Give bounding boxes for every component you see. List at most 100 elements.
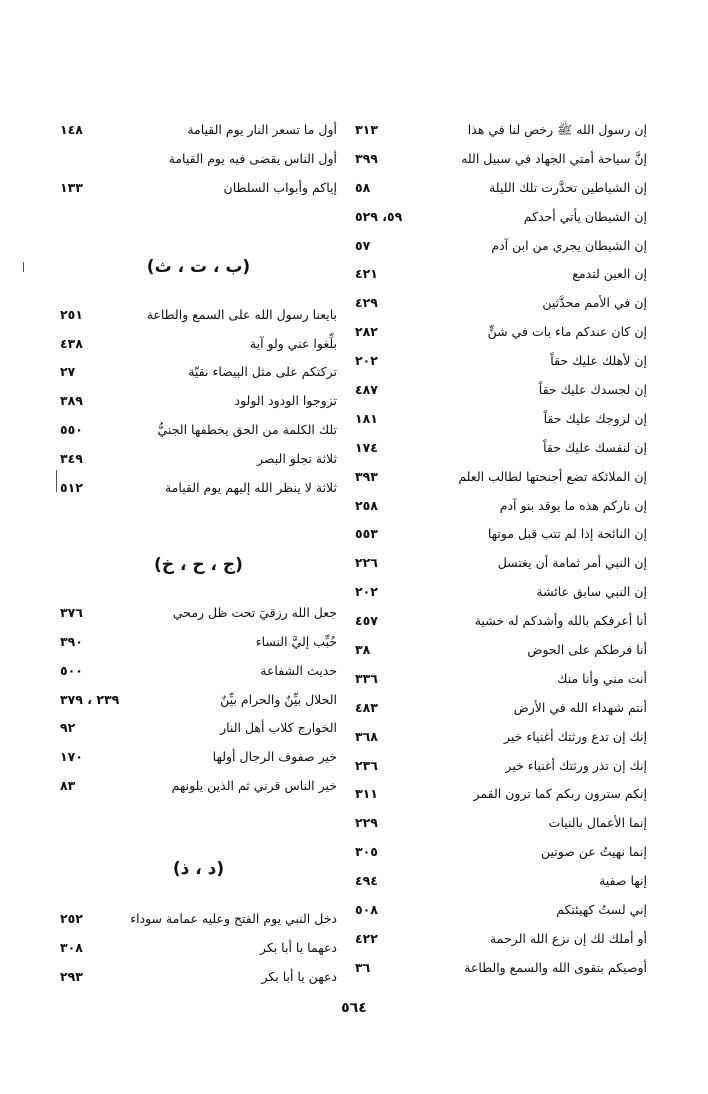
index-entry: أول ما تسعر النار يوم القيامة ١٤٨	[60, 118, 337, 147]
index-entry: أول الناس يقضى فيه يوم القيامة	[60, 147, 337, 176]
index-entry: الخوارج كلاب أهل النار ٩٢	[60, 716, 337, 745]
entry-pages: ٢٠٢	[355, 584, 378, 600]
entry-pages: ٢٢٦	[355, 555, 378, 571]
index-column-left: أول ما تسعر النار يوم القيامة ١٤٨ أول النا…	[60, 118, 337, 994]
entry-pages: ١٤٨	[60, 122, 83, 137]
entry-pages: ٤٥٧	[355, 613, 378, 629]
entry-text: إن رسول الله ﷺ رخص لنا في هذا	[467, 122, 647, 137]
index-entry: أو أملك لك إن نزع الله الرحمة ٤٢٢	[355, 927, 647, 956]
entry-pages: ٣٩٩	[355, 150, 378, 166]
index-entry: ثلاثة تجلو البصر ٣٤٩	[60, 447, 337, 476]
index-entry: حديث الشفاعة ٥٠٠	[60, 659, 337, 688]
index-entry: إنكم سترون ربكم كما ترون القمر ٣١١	[355, 782, 647, 811]
entry-pages: ٢٣٦	[355, 757, 378, 773]
entry-text: أنا أعرفكم بالله وأشدكم له خشية	[474, 613, 647, 629]
entry-text: إن الشياطين تحدَّرت تلك الليلة	[489, 179, 647, 195]
index-entry: بلِّغوا عني ولو آية ٤٣٨	[60, 332, 337, 361]
entry-pages: ٢٧	[60, 364, 76, 380]
index-entry: ثلاثة لا ينظر الله إليهم يوم القيامة ٥١٢	[60, 476, 337, 505]
entry-text: ثلاثة لا ينظر الله إليهم يوم القيامة	[164, 480, 337, 496]
entry-pages: ٤٨٣	[355, 699, 378, 715]
entry-text: دخل النبي يوم الفتح وعليه عمامة سوداء	[130, 911, 337, 927]
entry-pages: ٣٩٠	[60, 633, 83, 649]
section-heading: (ب ، ت ، ث)	[146, 256, 251, 277]
entry-text: خير الناس قرني ثم الذين يلونهم	[171, 778, 337, 794]
entry-pages: ٢٥٨	[355, 497, 378, 513]
entry-pages: ٣٠٨	[60, 940, 83, 956]
entry-pages: ١٣٣	[60, 179, 83, 195]
entry-pages: ٤٢٢	[355, 930, 378, 946]
entry-text: إنك إن تدع ورثتك أغنياء خير	[504, 728, 647, 744]
entry-pages: ٥٨	[355, 179, 371, 195]
scan-mark	[56, 470, 57, 492]
entry-pages: ٢٨٢	[355, 324, 378, 340]
entry-pages: ٥٠٠	[60, 662, 83, 678]
entry-pages: ٢٩٣	[60, 968, 83, 984]
index-entry: خير صفوف الرجال أولها ١٧٠	[60, 745, 337, 774]
index-entry: دخل النبي يوم الفتح وعليه عمامة سوداء ٢٥٢	[60, 907, 337, 936]
entry-text: خير صفوف الرجال أولها	[212, 749, 337, 765]
index-entry: إن النبي أمر ثمامة أن يغتسل ٢٢٦	[355, 551, 647, 580]
entry-text: ثلاثة تجلو البصر	[257, 451, 337, 467]
index-entry: حُبِّب إليَّ النساء ٣٩٠	[60, 630, 337, 659]
entry-text: إن لجسدك عليك حقاً	[538, 382, 647, 398]
entry-pages: ٢٢٩	[355, 815, 378, 831]
entry-text: أول ما تسعر النار يوم القيامة	[187, 122, 337, 137]
entry-pages: ٤٢١	[355, 266, 378, 282]
index-entry: تركتكم على مثل البيضاء نقيّة ٢٧	[60, 360, 337, 389]
entry-text: أوصيكم بتقوى الله والسمع والطاعة	[464, 959, 647, 975]
entry-text: إنما الأعمال بالنيات	[548, 815, 647, 831]
entry-pages: ٣٣٦	[355, 670, 378, 686]
index-entry: إن لأهلك عليك حقاً ٢٠٢	[355, 349, 647, 378]
entry-text: حديث الشفاعة	[260, 662, 337, 678]
entry-text: بايعنا رسول الله على السمع والطاعة	[146, 306, 337, 322]
index-entry: جعل الله رزقيَ تحت ظل رمحي ٣٧٦	[60, 601, 337, 630]
section-heading: (ج ، ح ، خ)	[154, 554, 243, 575]
index-entry: تلك الكلمة من الحق يخطفها الجنيُّ ٥٥٠	[60, 418, 337, 447]
entry-text: إن لنفسك عليك حقاً	[543, 439, 647, 455]
entry-pages: ٢٥٢	[60, 911, 83, 927]
entry-text: أنتم شهداء الله في الأرض	[513, 699, 647, 715]
index-entry: خير الناس قرني ثم الذين يلونهم ٨٣	[60, 774, 337, 803]
index-entry: إن رسول الله ﷺ رخص لنا في هذا ٣١٣	[355, 118, 647, 147]
entry-pages: ١٧٤	[355, 439, 378, 455]
index-entry: إني لستُ كهيئتكم ٥٠٨	[355, 898, 647, 927]
entry-text: إن الشيطان يجري من ابن آدم	[491, 237, 647, 253]
entry-text: إن النبي سابق عائشة	[536, 584, 647, 600]
index-entry: إن لجسدك عليك حقاً ٤٨٧	[355, 378, 647, 407]
entry-text: إن العين لتدمع	[572, 266, 647, 282]
section-heading: (د ، ذ)	[172, 859, 225, 880]
entry-pages: ٣٧٦	[60, 604, 83, 620]
entry-text: إنَّ سياحة أمتي الجهاد في سبيل الله	[461, 150, 647, 166]
entry-text: أو أملك لك إن نزع الله الرحمة	[490, 930, 647, 946]
entry-text: إنك إن تذر ورثتك أغنياء خير	[505, 757, 647, 773]
page-number: ٥٦٤	[341, 1000, 367, 1016]
entry-text: دعهما يا أبا بكر	[259, 940, 337, 956]
entry-pages: ٣٦	[355, 959, 371, 975]
index-entry: إن لزوجك عليك حقاً ١٨١	[355, 407, 647, 436]
index-entry: إن الشيطان يأتي أحدكم ٥٩، ٥٢٩	[355, 205, 647, 234]
entry-pages: ٣٨	[355, 642, 371, 658]
index-entry: إنما الأعمال بالنيات ٢٢٩	[355, 811, 647, 840]
index-entry: إنَّ سياحة أمتي الجهاد في سبيل الله ٣٩٩	[355, 147, 647, 176]
entry-text: إياكم وأبواب السلطان	[223, 179, 337, 195]
entry-text: تركتكم على مثل البيضاء نقيّة	[188, 364, 337, 380]
scan-mark	[23, 262, 24, 272]
entry-text: إنما نهيتُ عن صوتين	[540, 844, 647, 860]
entry-pages: ٣٩٣	[355, 468, 378, 484]
index-entry: أنت مني وأنا منك ٣٣٦	[355, 667, 647, 696]
entry-text: إن لأهلك عليك حقاً	[550, 353, 647, 369]
entry-pages: ٤٣٨	[60, 335, 83, 351]
index-entry: إن الملائكة تضع أجنحتها لطالب العلم ٣٩٣	[355, 465, 647, 494]
index-column-right: إن رسول الله ﷺ رخص لنا في هذا ٣١٣ إنَّ سيا…	[355, 118, 647, 985]
index-entry: بايعنا رسول الله على السمع والطاعة ٢٥١	[60, 303, 337, 332]
index-entry: أنا فرطكم على الحوض ٣٨	[355, 638, 647, 667]
entry-pages: ٥١٢	[60, 480, 83, 496]
index-entry: إياكم وأبواب السلطان ١٣٣	[60, 176, 337, 205]
entry-pages: ٤٢٩	[355, 295, 378, 311]
index-entry: إن الشياطين تحدَّرت تلك الليلة ٥٨	[355, 176, 647, 205]
entry-text: جعل الله رزقيَ تحت ظل رمحي	[172, 604, 337, 620]
entry-pages: ٤٩٤	[355, 873, 378, 889]
entry-pages: ١٨١	[355, 410, 378, 426]
entry-text: إن النبي أمر ثمامة أن يغتسل	[497, 555, 647, 571]
